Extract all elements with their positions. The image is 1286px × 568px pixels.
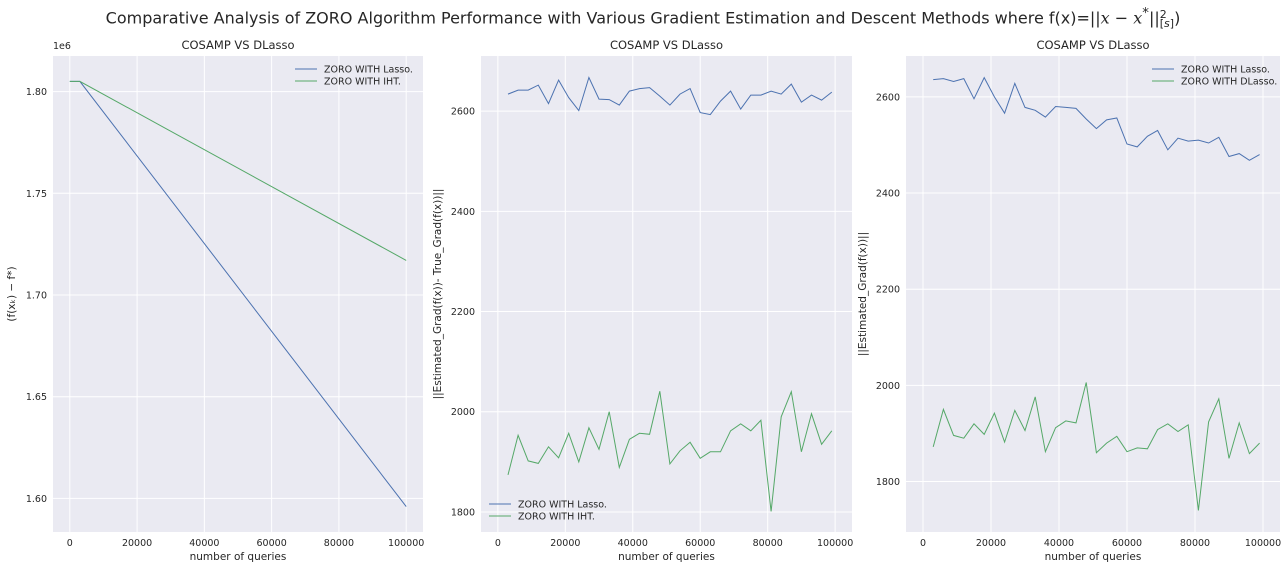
x-tick-label: 0 [920,538,926,549]
legend-label: ZORO WITH Lasso. [324,65,413,76]
plot-background [481,56,852,532]
y-tick-label: 1.75 [26,189,47,200]
y-tick-label: 2200 [451,307,475,318]
y-tick-label: 1.65 [26,392,47,403]
x-axis-label: number of queries [190,551,287,563]
y-tick-label: 2600 [876,92,900,103]
y-tick-label: 2200 [876,285,900,296]
legend: ZORO WITH Lasso.ZORO WITH IHT. [489,500,607,523]
plot-background [53,56,423,532]
series-line-2 [507,389,833,512]
y-axis-label: ||Estimated_Grad(f(x))- True_Grad(f(x))|… [432,189,444,400]
subplot-1: 0 20000 40000 60000 80000 100000 1.60 1.65 1.70 1… [6,38,424,563]
x-tick-label: 20000 [550,538,580,549]
series-line-2 [69,80,407,261]
x-tick-label: 100000 [388,538,424,549]
y-tick-label: 1800 [451,507,475,518]
legend: ZORO WITH Lasso.ZORO WITH DLasso. [1152,65,1277,88]
legend-label: ZORO WITH DLasso. [1181,77,1277,88]
y-axis-label: ||Estimated_Grad(f(x))|| [857,232,869,356]
x-tick-label: 100000 [1245,538,1281,549]
y-tick-label: 2400 [876,189,900,200]
subplot-title: COSAMP VS DLasso [1036,38,1149,52]
subplot-title: COSAMP VS DLasso [610,38,723,52]
x-tick-label: 40000 [189,538,219,549]
subplot-title: COSAMP VS DLasso [181,38,294,52]
subplot-3: 0 20000 40000 60000 80000 100000 1800 2000 2200 2… [857,38,1281,563]
legend-label: ZORO WITH Lasso. [518,500,607,511]
x-tick-label: 60000 [685,538,715,549]
series-line-1 [507,76,833,116]
figure-title: Comparative Analysis of ZORO Algorithm P… [105,6,1181,30]
x-tick-label: 80000 [1180,538,1210,549]
legend: ZORO WITH Lasso.ZORO WITH IHT. [295,65,413,88]
y-tick-label: 2400 [451,207,475,218]
x-tick-label: 60000 [1112,538,1142,549]
x-axis-label: number of queries [618,551,715,563]
x-tick-label: 20000 [122,538,152,549]
legend-label: ZORO WITH IHT. [518,512,595,523]
x-tick-label: 100000 [817,538,853,549]
x-tick-label: 0 [495,538,501,549]
x-tick-label: 80000 [753,538,783,549]
x-tick-label: 20000 [976,538,1006,549]
y-tick-label: 2600 [451,107,475,118]
x-tick-label: 80000 [324,538,354,549]
series-line-2 [932,382,1260,511]
plot-background [906,56,1280,532]
y-axis-label: (f(xₖ) − f*) [6,266,18,321]
legend-label: ZORO WITH Lasso. [1181,65,1270,76]
x-tick-label: 0 [67,538,73,549]
x-axis-label: number of queries [1045,551,1142,563]
subplot-2: 0 20000 40000 60000 80000 100000 1800 2000 2200 2… [432,38,853,563]
y-tick-label: 1.60 [26,494,47,505]
y-offset-label: 1e6 [53,41,71,52]
y-tick-label: 2000 [876,381,900,392]
series-line-1 [933,76,1260,161]
x-tick-label: 40000 [618,538,648,549]
y-tick-label: 1800 [876,477,900,488]
y-tick-label: 1.70 [26,291,47,302]
legend-label: ZORO WITH IHT. [324,77,401,88]
x-tick-label: 60000 [257,538,287,549]
x-tick-label: 40000 [1044,538,1074,549]
y-tick-label: 2000 [451,407,475,418]
y-tick-label: 1.80 [26,87,47,98]
